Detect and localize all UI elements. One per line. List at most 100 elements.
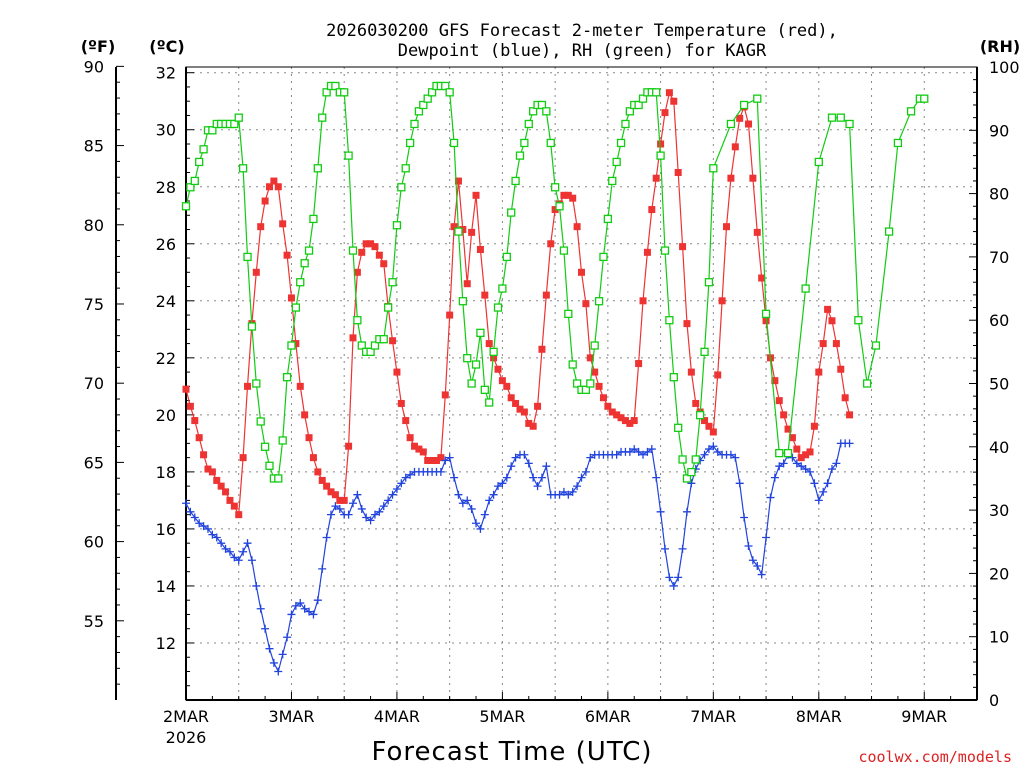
temperature-point <box>617 414 625 422</box>
dewpoint-point <box>555 490 564 499</box>
temperature-point <box>336 496 344 504</box>
dewpoint-point <box>810 479 819 488</box>
rh-point <box>454 227 463 236</box>
dewpoint-point <box>485 496 494 505</box>
rh-point <box>502 252 511 262</box>
rh-point <box>652 88 661 97</box>
temperature-point <box>604 402 612 410</box>
temperature-point <box>454 177 462 185</box>
rh-point <box>603 214 613 224</box>
rh-point <box>190 176 199 186</box>
dewpoint-point <box>300 604 309 613</box>
temperature-point <box>687 368 695 376</box>
dewpoint-point <box>190 513 199 522</box>
rh-point <box>397 183 406 192</box>
temperature-point <box>736 114 744 122</box>
dewpoint-point <box>564 490 573 499</box>
temperature-point <box>788 434 796 442</box>
dewpoint-point <box>674 573 683 582</box>
rh-point <box>884 227 894 236</box>
rh-point <box>195 157 204 167</box>
rh-point <box>893 138 903 148</box>
rh-point <box>704 278 714 287</box>
rh-point <box>625 107 634 116</box>
fahrenheit-tick-label: 75 <box>84 295 104 314</box>
temperature-point <box>542 291 550 299</box>
temperature-point <box>832 340 840 348</box>
temperature-point <box>512 399 520 407</box>
temperature-point <box>824 305 832 313</box>
temperature-point <box>626 419 634 427</box>
rh-point <box>208 126 217 135</box>
rh-tick-label: 0 <box>989 691 999 710</box>
temperature-point <box>468 228 476 236</box>
x-tick-label: 7MAR <box>690 707 736 726</box>
rh-point <box>696 410 705 420</box>
dewpoint-point <box>291 601 300 610</box>
temperature-point <box>503 382 511 390</box>
temperature-point <box>591 368 599 376</box>
celsius-tick-label: 24 <box>156 292 176 311</box>
rh-point <box>471 360 481 369</box>
rh-point <box>608 176 617 186</box>
rh-point <box>542 107 551 116</box>
dewpoint-point <box>392 485 401 493</box>
dewpoint-point <box>656 507 665 516</box>
celsius-unit-label: (ºC) <box>149 37 184 56</box>
dewpoint-point <box>740 513 749 522</box>
dewpoint-point <box>445 453 454 462</box>
temperature-point <box>507 394 515 402</box>
temperature-point <box>529 422 537 430</box>
dewpoint-point <box>441 456 450 465</box>
dewpoint-point <box>225 547 234 556</box>
fahrenheit-tick-label: 65 <box>84 453 104 472</box>
rh-point <box>761 309 771 319</box>
rh-point <box>199 145 208 154</box>
temperature-point <box>485 340 493 348</box>
temperature-point <box>389 337 397 345</box>
rh-series <box>181 81 929 483</box>
temperature-point <box>208 468 216 476</box>
temperature-point <box>498 377 506 385</box>
rh-point <box>594 297 604 306</box>
dewpoint-point <box>669 581 678 590</box>
dewpoint-point <box>221 544 230 553</box>
temperature-point <box>424 456 432 464</box>
temperature-point <box>402 417 410 425</box>
temperature-point <box>806 448 814 456</box>
fahrenheit-tick-label: 90 <box>84 57 104 76</box>
rh-point <box>775 448 784 458</box>
temperature-point <box>841 394 849 402</box>
rh-point <box>783 448 793 458</box>
temperature-point <box>683 320 691 328</box>
rh-point <box>871 341 881 350</box>
rh-point <box>515 151 525 160</box>
rh-point <box>485 398 494 407</box>
temperature-point <box>358 248 366 256</box>
dewpoint-point <box>797 462 806 471</box>
rh-point <box>370 341 380 350</box>
temperature-point <box>784 425 792 433</box>
rh-point <box>682 474 692 483</box>
temperature-point <box>327 488 335 496</box>
temperature-point <box>186 402 194 410</box>
celsius-tick-label: 14 <box>156 577 176 596</box>
dewpoint-point <box>357 504 366 513</box>
temperature-point <box>520 408 528 416</box>
dewpoint-point <box>581 467 590 476</box>
rh-point <box>489 347 498 357</box>
credit-link[interactable]: coolwx.com/models <box>858 748 1012 766</box>
dewpoint-point <box>344 510 353 519</box>
dewpoint-point <box>678 544 687 553</box>
temperature-point <box>270 177 278 185</box>
rh-point <box>410 119 419 129</box>
temperature-point <box>714 371 722 379</box>
dewpoint-point <box>792 459 801 468</box>
temperature-point <box>564 191 572 199</box>
dewpoint-point <box>634 447 643 456</box>
rh-point <box>260 442 270 451</box>
temperature-point <box>437 454 445 462</box>
dewpoint-point <box>283 633 292 642</box>
dewpoint-point <box>287 610 296 619</box>
